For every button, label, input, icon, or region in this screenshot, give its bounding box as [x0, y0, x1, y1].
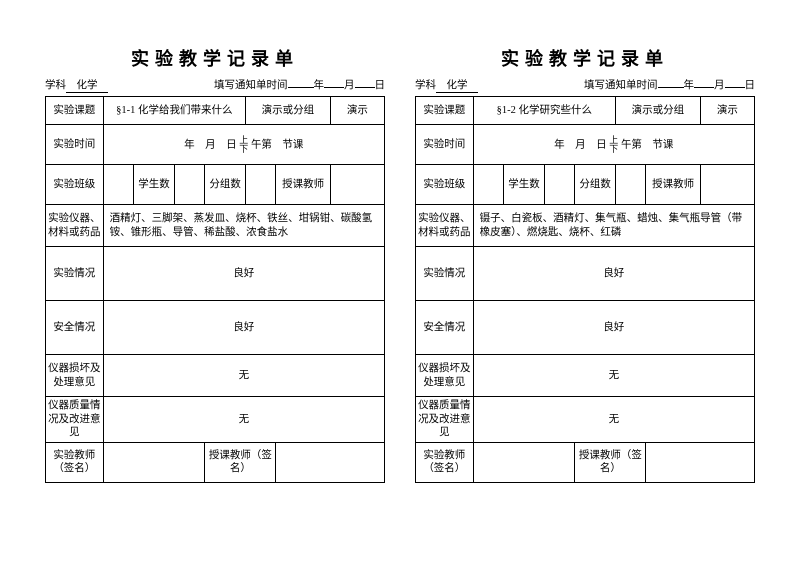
- time-label: 实验时间: [46, 125, 104, 165]
- demo-value: 演示: [330, 97, 384, 125]
- form-right: 实验教学记录单 学科 化学 填写通知单时间 年 月 日 实验课题 §1-2 化学…: [415, 45, 755, 521]
- equip-label: 实验仪器、材料或药品: [416, 205, 474, 247]
- teacher-value: [330, 165, 384, 205]
- damage-label: 仪器损坏及处理意见: [416, 355, 474, 397]
- quality-label: 仪器质量情况及改进意见: [46, 397, 104, 443]
- time-lower: 下: [239, 145, 248, 154]
- teach-teacher-label: 授课教师（签名）: [205, 442, 276, 482]
- header-line: 学科 化学 填写通知单时间 年 月 日: [415, 77, 755, 93]
- teach-teacher-value: [276, 442, 385, 482]
- demo-group-label: 演示或分组: [615, 97, 700, 125]
- teacher-label: 授课教师: [276, 165, 330, 205]
- record-table: 实验课题 §1-2 化学研究些什么 演示或分组 演示 实验时间 年 月 日 上下…: [415, 96, 755, 483]
- time-lower: 下: [609, 145, 618, 154]
- subject-value: 化学: [66, 77, 108, 93]
- exp-teacher-label: 实验教师（签名）: [416, 442, 474, 482]
- header-line: 学科 化学 填写通知单时间 年 月 日: [45, 77, 385, 93]
- year-label: 年: [314, 77, 325, 92]
- equip-value: 镊子、白瓷板、酒精灯、集气瓶、蜡烛、集气瓶导管（带橡皮塞）、燃烧匙、烧杯、红磷: [473, 205, 754, 247]
- form-title: 实验教学记录单: [415, 45, 755, 71]
- situation-label: 实验情况: [46, 247, 104, 301]
- time-value: 年 月 日 上下 午第 节课: [103, 125, 384, 165]
- subject-label: 学科: [415, 77, 436, 92]
- class-value: [473, 165, 504, 205]
- year-blank: [658, 87, 684, 88]
- month-blank: [694, 87, 714, 88]
- time-value: 年 月 日 上下 午第 节课: [473, 125, 754, 165]
- year-label: 年: [684, 77, 695, 92]
- topic-label: 实验课题: [416, 97, 474, 125]
- subject-value: 化学: [436, 77, 478, 93]
- day-label: 日: [745, 77, 756, 92]
- exp-teacher-label: 实验教师（签名）: [46, 442, 104, 482]
- teach-teacher-value: [646, 442, 755, 482]
- time-label: 实验时间: [416, 125, 474, 165]
- situation-value: 良好: [473, 247, 754, 301]
- groups-label: 分组数: [575, 165, 616, 205]
- teacher-value: [700, 165, 754, 205]
- day-label: 日: [375, 77, 386, 92]
- form-title: 实验教学记录单: [45, 45, 385, 71]
- damage-value: 无: [103, 355, 384, 397]
- equip-value: 酒精灯、三脚架、蒸发皿、烧杯、铁丝、坩锅钳、碳酸氢铵、锥形瓶、导管、稀盐酸、浓食…: [103, 205, 384, 247]
- time-prefix: 年 月 日: [554, 139, 607, 150]
- students-value: [174, 165, 205, 205]
- demo-group-label: 演示或分组: [245, 97, 330, 125]
- damage-value: 无: [473, 355, 754, 397]
- safety-label: 安全情况: [416, 301, 474, 355]
- topic-value: §1-2 化学研究些什么: [473, 97, 615, 125]
- class-value: [103, 165, 134, 205]
- situation-value: 良好: [103, 247, 384, 301]
- notify-label: 填写通知单时间: [584, 77, 658, 92]
- equip-label: 实验仪器、材料或药品: [46, 205, 104, 247]
- time-stack: 上下: [609, 136, 618, 154]
- situation-label: 实验情况: [416, 247, 474, 301]
- month-blank: [324, 87, 344, 88]
- notify-label: 填写通知单时间: [214, 77, 288, 92]
- students-label: 学生数: [504, 165, 545, 205]
- teach-teacher-label: 授课教师（签名）: [575, 442, 646, 482]
- groups-label: 分组数: [205, 165, 246, 205]
- safety-value: 良好: [103, 301, 384, 355]
- students-value: [544, 165, 575, 205]
- groups-value: [245, 165, 276, 205]
- year-blank: [288, 87, 314, 88]
- time-suffix: 午第 节课: [621, 139, 674, 150]
- demo-value: 演示: [700, 97, 754, 125]
- record-table: 实验课题 §1-1 化学给我们带来什么 演示或分组 演示 实验时间 年 月 日 …: [45, 96, 385, 483]
- class-label: 实验班级: [46, 165, 104, 205]
- time-stack: 上下: [239, 136, 248, 154]
- exp-teacher-value: [103, 442, 205, 482]
- month-label: 月: [344, 77, 355, 92]
- safety-value: 良好: [473, 301, 754, 355]
- time-suffix: 午第 节课: [251, 139, 304, 150]
- safety-label: 安全情况: [46, 301, 104, 355]
- teacher-label: 授课教师: [646, 165, 700, 205]
- subject-label: 学科: [45, 77, 66, 92]
- exp-teacher-value: [473, 442, 575, 482]
- quality-label: 仪器质量情况及改进意见: [416, 397, 474, 443]
- students-label: 学生数: [134, 165, 175, 205]
- class-label: 实验班级: [416, 165, 474, 205]
- time-prefix: 年 月 日: [184, 139, 237, 150]
- groups-value: [615, 165, 646, 205]
- month-label: 月: [714, 77, 725, 92]
- topic-label: 实验课题: [46, 97, 104, 125]
- day-blank: [355, 87, 375, 88]
- day-blank: [725, 87, 745, 88]
- damage-label: 仪器损坏及处理意见: [46, 355, 104, 397]
- topic-value: §1-1 化学给我们带来什么: [103, 97, 245, 125]
- quality-value: 无: [103, 397, 384, 443]
- form-left: 实验教学记录单 学科 化学 填写通知单时间 年 月 日 实验课题 §1-1 化学…: [45, 45, 385, 521]
- quality-value: 无: [473, 397, 754, 443]
